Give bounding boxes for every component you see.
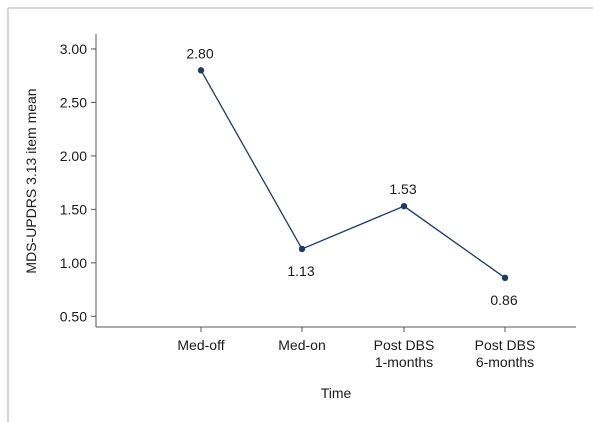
y-tick-label: 1.00 <box>60 255 87 271</box>
data-label: 1.53 <box>389 181 416 197</box>
data-point-2 <box>400 202 408 210</box>
plot-area: 3.00 2.50 2.00 1.50 1.00 0.50 Med-off Med-on Po… <box>60 34 576 370</box>
y-tick-label: 1.50 <box>60 201 87 217</box>
x-tick-label: Med-off <box>177 337 224 353</box>
x-tick-label: Post DBS 1-months <box>374 337 435 370</box>
data-label: 2.80 <box>186 45 213 61</box>
data-label: 0.86 <box>490 292 517 308</box>
series-polyline <box>200 70 506 279</box>
data-label: 1.13 <box>287 263 314 279</box>
y-tick-label: 3.00 <box>60 41 87 57</box>
data-labels: 2.80 1.13 1.53 0.86 <box>186 45 517 307</box>
y-tick-label: 2.50 <box>60 94 87 110</box>
data-point-3 <box>501 274 509 282</box>
x-tick-label: Post DBS 6-months <box>475 337 536 370</box>
data-point-0 <box>197 67 205 74</box>
y-axis-title: MDS-UPDRS 3.13 item mean <box>23 88 39 273</box>
x-axis-ticks: Med-off Med-on Post DBS 1-months Post DBS 6-m… <box>177 327 535 370</box>
data-point-1 <box>298 245 306 253</box>
y-tick-label: 2.00 <box>60 148 87 164</box>
y-axis-ticks: 3.00 2.50 2.00 1.50 1.00 0.50 <box>60 41 96 324</box>
y-tick-label: 0.50 <box>60 308 87 324</box>
x-axis-title: Time <box>321 385 352 401</box>
x-tick-label: Med-on <box>278 337 325 353</box>
series-line <box>197 67 509 282</box>
